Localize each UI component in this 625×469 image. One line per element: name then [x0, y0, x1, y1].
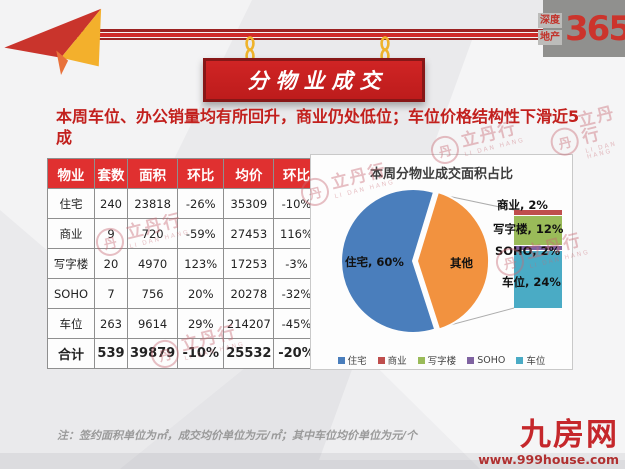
bar-segment-soho	[514, 246, 562, 250]
legend-item: 住宅	[337, 353, 367, 367]
bar-label-commercial: 商业, 2%	[497, 198, 548, 212]
bar-of-pie-chart	[340, 187, 562, 334]
cell: 214207	[223, 308, 275, 339]
weekly-summary-text: 本周车位、办公销量均有所回升，商业仍处低位；车位价格结构性下滑近5成	[56, 107, 580, 148]
pie-slice-other	[415, 190, 491, 331]
shendu-dichan-365-logo: 深度 地产 365	[538, 0, 625, 57]
col-header: 环比	[177, 158, 225, 189]
footnote: 注：签约面积单位为㎡，成交均价单位为元/㎡；其中车位均价单位为元/个	[57, 429, 418, 442]
cell: 29%	[177, 308, 225, 339]
cell: 20%	[177, 278, 225, 309]
site-logo: 九房网 www.999house.com	[478, 417, 619, 468]
cell: 9614	[126, 308, 179, 339]
legend-swatch-commercial	[377, 356, 385, 364]
pie-slice-residential	[340, 187, 437, 334]
bar-label-soho: SOHO, 2%	[495, 244, 561, 258]
pie-label-other: 其他	[450, 256, 473, 270]
table-header-row: 物业 套数 面积 环比 均价 环比	[47, 158, 320, 189]
cell: 7	[94, 278, 128, 309]
section-title: 分物业成交	[247, 69, 388, 93]
legend-label: SOHO	[477, 354, 506, 366]
site-url: www.999house.com	[478, 452, 619, 467]
pie-label-residential: 住宅, 60%	[345, 255, 404, 269]
col-header: 套数	[94, 158, 128, 189]
cell: SOHO	[47, 278, 95, 309]
bar-segment-commercial	[514, 210, 562, 215]
logo-number: 365	[565, 8, 625, 49]
watermark-subtext: LI DAN HANG	[584, 140, 618, 161]
cell: -26%	[177, 188, 225, 219]
cell: 写字楼	[47, 248, 95, 279]
table-row: SOHO 7 756 20% 20278 -32%	[47, 278, 320, 309]
site-name: 九房网	[520, 417, 619, 453]
legend-label: 商业	[387, 356, 407, 367]
cell: 720	[126, 218, 179, 249]
cell: 756	[126, 278, 179, 309]
table-row: 写字楼 20 4970 123% 17253 -3%	[47, 248, 320, 279]
chart-legend: 住宅 商业 写字楼 SOHO 车位	[311, 353, 572, 367]
pie-chart-panel: 本周分物业成交面积占比 住宅, 60% 其他 商业, 2% 写字楼, 12% S…	[310, 154, 573, 370]
legend-item: SOHO	[467, 353, 505, 367]
legend-item: 商业	[377, 353, 407, 367]
legend-item: 车位	[516, 353, 545, 367]
legend-swatch-office	[417, 356, 425, 364]
col-header: 均价	[223, 158, 275, 189]
logo-line1: 深度	[538, 12, 563, 28]
cell: 住宅	[47, 188, 95, 219]
table-row: 车位 263 9614 29% 214207 -45%	[47, 308, 320, 339]
cell: -10%	[177, 338, 225, 369]
legend-label: 写字楼	[427, 356, 457, 367]
cell: 35309	[223, 188, 275, 219]
cell: 17253	[223, 248, 275, 279]
legend-item: 写字楼	[417, 353, 457, 367]
chart-title: 本周分物业成交面积占比	[369, 167, 513, 182]
header-rule	[58, 29, 543, 40]
table-row: 商业 9 720 -59% 27453 116%	[47, 218, 320, 249]
bar-label-parking: 车位, 24%	[502, 275, 561, 289]
bar-segment-parking	[514, 251, 562, 308]
cell: 车位	[47, 308, 95, 339]
cell: 23818	[126, 188, 179, 219]
table-total-row: 合计 539 39879 -10% 25532 -20%	[47, 338, 320, 369]
cell: -59%	[177, 218, 225, 249]
paper-plane-icon	[2, 3, 120, 75]
cell: 539	[94, 338, 128, 369]
cell: 20	[94, 248, 128, 279]
cell: 合计	[47, 338, 95, 369]
col-header: 面积	[126, 158, 179, 189]
legend-label: 住宅	[347, 356, 367, 367]
cell: 263	[94, 308, 128, 339]
cell: 20278	[223, 278, 275, 309]
cell: 25532	[223, 338, 275, 369]
cell: 39879	[126, 338, 179, 369]
section-title-banner: 分物业成交	[203, 58, 425, 102]
cell: 商业	[47, 218, 95, 249]
cell: 27453	[223, 218, 275, 249]
cell: 123%	[177, 248, 225, 279]
bar-segment-office	[514, 216, 562, 245]
legend-label: 车位	[526, 356, 546, 367]
property-transactions-table: 物业 套数 面积 环比 均价 环比 住宅 240 23818 -26% 3530…	[47, 158, 320, 369]
legend-swatch-parking	[516, 356, 524, 364]
cell: 4970	[126, 248, 179, 279]
bar-label-office: 写字楼, 12%	[493, 222, 564, 236]
col-header: 物业	[47, 158, 95, 189]
table-row: 住宅 240 23818 -26% 35309 -10%	[47, 188, 320, 219]
logo-line2: 地产	[538, 29, 563, 45]
legend-swatch-residential	[337, 356, 345, 364]
legend-swatch-soho	[467, 356, 475, 364]
cell: 240	[94, 188, 128, 219]
cell: 9	[94, 218, 128, 249]
